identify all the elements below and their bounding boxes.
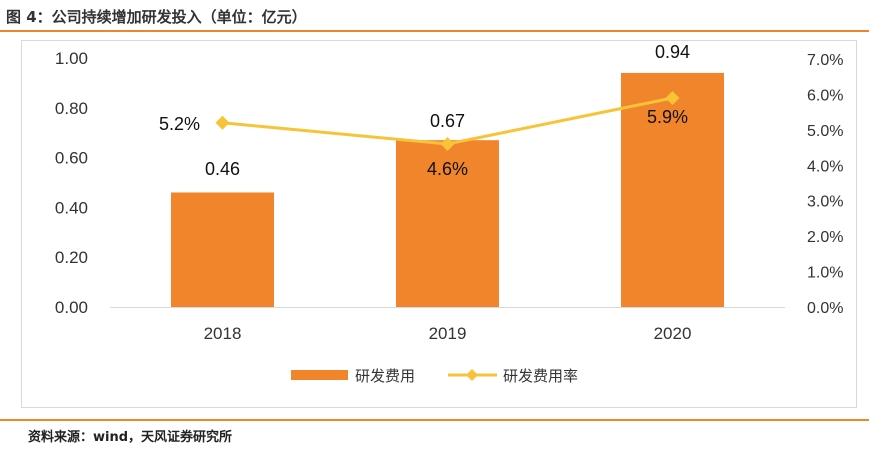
line-data-label: 4.6% [427, 159, 468, 179]
right-axis-tick-label: 6.0% [807, 87, 843, 104]
right-axis-tick-label: 7.0% [807, 52, 843, 69]
right-axis-tick-label: 0.0% [807, 300, 843, 317]
x-axis-tick-label: 2019 [429, 324, 467, 343]
line-series [215, 90, 680, 152]
line-marker [440, 137, 455, 152]
bar-series [171, 72, 724, 307]
bottom-divider [0, 419, 869, 421]
bar [396, 140, 499, 307]
source-note: 资料来源：wind，天风证券研究所 [28, 430, 233, 445]
left-axis-tick-label: 0.80 [55, 99, 88, 118]
right-axis-tick-label: 5.0% [807, 123, 843, 140]
bar-data-labels: 0.46 0.67 0.94 [205, 42, 690, 179]
line-data-labels: 5.2% 4.6% 5.9% [159, 107, 688, 179]
left-y-axis: 0.00 0.20 0.40 0.60 0.80 1.00 [55, 49, 88, 317]
legend: 研发费用 研发费用率 [291, 368, 578, 385]
bar [621, 72, 724, 307]
bar-data-label: 0.67 [430, 111, 465, 131]
figure-title: 图 4：公司持续增加研发投入（单位：亿元） [6, 8, 307, 26]
right-y-axis: 0.0% 1.0% 2.0% 3.0% 4.0% 5.0% 6.0% 7.0% [807, 52, 843, 317]
right-axis-tick-label: 1.0% [807, 265, 843, 282]
x-axis-labels: 2018 2019 2020 [204, 324, 692, 343]
x-axis-tick-label: 2018 [204, 324, 242, 343]
left-axis-tick-label: 0.60 [55, 149, 88, 168]
bar [171, 192, 274, 307]
top-divider [0, 30, 869, 32]
x-axis-tick-label: 2020 [654, 324, 692, 343]
line-data-label: 5.9% [647, 107, 688, 127]
line-data-label: 5.2% [159, 114, 200, 134]
bar-data-label: 0.94 [655, 42, 690, 62]
legend-line-marker [466, 369, 478, 381]
left-axis-tick-label: 1.00 [55, 49, 88, 68]
line-marker [215, 115, 230, 130]
left-axis-tick-label: 0.40 [55, 198, 88, 217]
right-axis-tick-label: 3.0% [807, 194, 843, 211]
chart-frame [21, 40, 857, 408]
left-axis-tick-label: 0.20 [55, 248, 88, 267]
left-axis-tick-label: 0.00 [55, 298, 88, 317]
right-axis-tick-label: 2.0% [807, 229, 843, 246]
line-marker [665, 90, 680, 105]
legend-bar-label: 研发费用 [355, 368, 415, 385]
bar-data-label: 0.46 [205, 159, 240, 179]
legend-line-label: 研发费用率 [503, 368, 578, 385]
legend-bar-swatch [291, 370, 348, 380]
right-axis-tick-label: 4.0% [807, 158, 843, 175]
